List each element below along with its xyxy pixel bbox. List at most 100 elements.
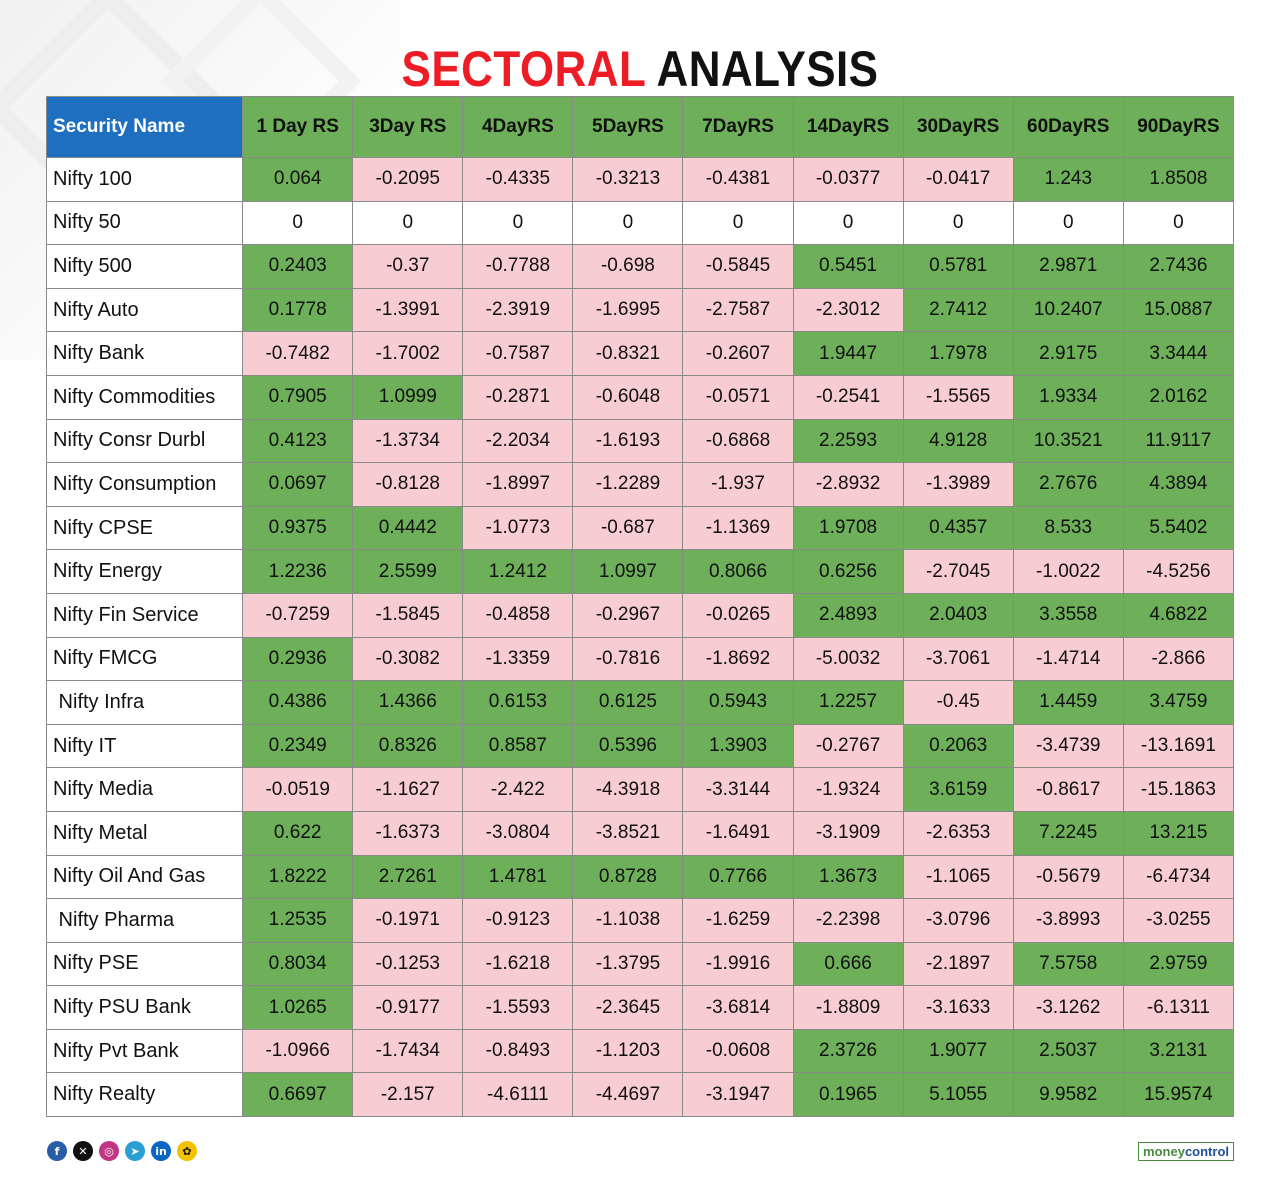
table-cell-value: -0.37: [352, 244, 464, 289]
table-cell-value: 0.6697: [242, 1072, 354, 1118]
row-security-name: Nifty PSU Bank: [45, 985, 244, 1030]
table-cell-value: 4.6822: [1122, 592, 1235, 638]
row-security-name: Nifty CPSE: [45, 505, 244, 551]
table-cell-value: -0.2541: [792, 374, 904, 420]
table-cell-value: 1.2412: [462, 549, 574, 594]
table-cell-value: -3.0255: [1122, 898, 1235, 943]
linkedin-icon[interactable]: in: [151, 1141, 171, 1161]
table-cell-value: -0.1971: [352, 898, 464, 943]
table-cell-value: 2.5037: [1012, 1028, 1124, 1074]
table-row: Nifty 50 0 0 0 0 0 0 0 0 0: [45, 200, 1235, 246]
table-cell-value: 3.4759: [1122, 680, 1235, 725]
table-cell-value: -2.866: [1122, 636, 1235, 682]
table-cell-value: -3.1909: [792, 810, 904, 856]
row-security-name: Nifty Auto: [45, 287, 244, 333]
x-icon[interactable]: ✕: [73, 1141, 93, 1161]
table-cell-value: -1.1038: [572, 898, 684, 943]
table-cell-value: 0.8066: [682, 549, 794, 594]
table-cell-value: 0: [682, 200, 794, 246]
table-cell-value: 0.0697: [242, 462, 354, 507]
table-cell-value: 2.7261: [352, 854, 464, 900]
facebook-icon[interactable]: f: [47, 1141, 67, 1161]
table-row: Nifty Media -0.0519 -1.1627 -2.422 -4.3918 -3…: [45, 767, 1235, 812]
table-cell-value: 0.5396: [572, 723, 684, 769]
table-cell-value: 2.9175: [1012, 331, 1124, 376]
title-part2: ANALYSIS: [656, 41, 879, 97]
table-cell-value: 2.0162: [1122, 374, 1235, 420]
table-cell-value: 2.7676: [1012, 462, 1124, 507]
table-cell-value: -1.6259: [682, 898, 794, 943]
table-cell-value: -3.3144: [682, 767, 794, 812]
table-cell-value: 1.243: [1012, 157, 1124, 202]
snapchat-icon[interactable]: ✿: [177, 1141, 197, 1161]
table-cell-value: -1.5593: [462, 985, 574, 1030]
column-header-3day: 3Day RS: [352, 96, 464, 158]
row-security-name: Nifty Consumption: [45, 462, 244, 507]
table-cell-value: 3.2131: [1122, 1028, 1235, 1074]
table-cell-value: -0.0417: [902, 157, 1014, 202]
row-security-name: Nifty Realty: [45, 1072, 244, 1118]
column-header-14day: 14DayRS: [792, 96, 904, 158]
table-cell-value: 0: [352, 200, 464, 246]
row-security-name: Nifty PSE: [45, 941, 244, 987]
telegram-icon[interactable]: ➤: [125, 1141, 145, 1161]
table-cell-value: -1.8809: [792, 985, 904, 1030]
table-cell-value: -1.4714: [1012, 636, 1124, 682]
table-cell-value: -2.3645: [572, 985, 684, 1030]
table-cell-value: -5.0032: [792, 636, 904, 682]
table-cell-value: 0: [1122, 200, 1235, 246]
table-cell-value: 1.9334: [1012, 374, 1124, 420]
table-cell-value: -2.2034: [462, 418, 574, 464]
table-cell-value: 2.9871: [1012, 244, 1124, 289]
instagram-icon[interactable]: ◎: [99, 1141, 119, 1161]
table-cell-value: -3.4739: [1012, 723, 1124, 769]
table-cell-value: 0: [902, 200, 1014, 246]
table-cell-value: 2.9759: [1122, 941, 1235, 987]
table-cell-value: -0.0571: [682, 374, 794, 420]
table-cell-value: 0: [792, 200, 904, 246]
table-cell-value: 2.7436: [1122, 244, 1235, 289]
table-cell-value: -0.8493: [462, 1028, 574, 1074]
table-cell-value: -3.1947: [682, 1072, 794, 1118]
brand-part2: control: [1184, 1144, 1229, 1159]
table-cell-value: 2.7412: [902, 287, 1014, 333]
table-cell-value: -6.4734: [1122, 854, 1235, 900]
table-cell-value: -3.0796: [902, 898, 1014, 943]
table-cell-value: 3.6159: [902, 767, 1014, 812]
table-cell-value: -0.6868: [682, 418, 794, 464]
table-cell-value: -4.5256: [1122, 549, 1235, 594]
table-cell-value: 1.3673: [792, 854, 904, 900]
table-cell-value: -2.7587: [682, 287, 794, 333]
table-header-row: Security Name 1 Day RS 3Day RS 4DayRS 5D…: [45, 96, 1235, 158]
table-cell-value: 2.3726: [792, 1028, 904, 1074]
table-cell-value: 7.5758: [1012, 941, 1124, 987]
table-cell-value: 15.9574: [1122, 1072, 1235, 1118]
column-header-7day: 7DayRS: [682, 96, 794, 158]
row-security-name: Nifty Consr Durbl: [45, 418, 244, 464]
table-cell-value: -1.0773: [462, 505, 574, 551]
table-cell-value: 0.2349: [242, 723, 354, 769]
table-cell-value: 0.4123: [242, 418, 354, 464]
table-cell-value: -4.6111: [462, 1072, 574, 1118]
table-row: Nifty Auto 0.1778 -1.3991 -2.3919 -1.6995 -2.…: [45, 287, 1235, 333]
table-cell-value: 0.6256: [792, 549, 904, 594]
brand-part1: money: [1143, 1144, 1185, 1159]
table-cell-value: 0.2063: [902, 723, 1014, 769]
table-cell-value: 0.1778: [242, 287, 354, 333]
table-cell-value: 8.533: [1012, 505, 1124, 551]
table-cell-value: -0.0519: [242, 767, 354, 812]
table-cell-value: 15.0887: [1122, 287, 1235, 333]
table-cell-value: -1.3359: [462, 636, 574, 682]
table-cell-value: 5.1055: [902, 1072, 1014, 1118]
table-cell-value: 0: [462, 200, 574, 246]
table-cell-value: 3.3558: [1012, 592, 1124, 638]
table-cell-value: -1.7002: [352, 331, 464, 376]
table-cell-value: 9.9582: [1012, 1072, 1124, 1118]
table-cell-value: 2.2593: [792, 418, 904, 464]
row-security-name: Nifty Metal: [45, 810, 244, 856]
table-cell-value: -0.687: [572, 505, 684, 551]
table-cell-value: -1.0966: [242, 1028, 354, 1074]
brand-logo: moneycontrol: [1138, 1142, 1234, 1161]
table-cell-value: -1.6218: [462, 941, 574, 987]
table-cell-value: 1.8508: [1122, 157, 1235, 202]
